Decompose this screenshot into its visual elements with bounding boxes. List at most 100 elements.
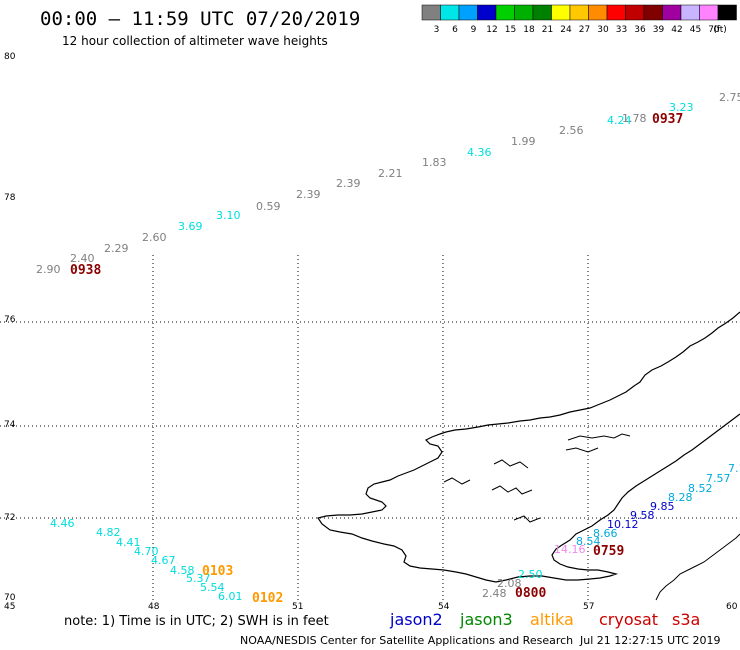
- swh-label: 2.08: [497, 577, 522, 590]
- pass-time-label: 0103: [202, 564, 233, 579]
- swh-label: 5.54: [200, 581, 225, 594]
- mission-jason3: jason3: [459, 610, 513, 629]
- swh-label: 2.40: [70, 252, 95, 265]
- swh-label: 4.67: [151, 554, 176, 567]
- swh-labels: 2.90 2.40 2.29 2.60 3.69 3.10 0.59 2.39 2.39 2.21…: [36, 91, 740, 603]
- legend-label: (ft): [713, 25, 727, 35]
- swh-label: 2.39: [296, 188, 321, 201]
- swh-label: 2.48: [482, 587, 507, 600]
- swh-label: 0.59: [256, 200, 281, 213]
- lon-label-48: 48: [148, 602, 160, 612]
- lat-label-76: 76: [4, 315, 16, 325]
- swh-label: 2.39: [336, 177, 361, 190]
- swh-label: 2.60: [142, 231, 167, 244]
- swh-label: 4.36: [467, 146, 492, 159]
- legend-label: 9: [471, 25, 477, 35]
- swh-label: 8.54: [576, 535, 601, 548]
- swh-label: 8.28: [668, 491, 693, 504]
- legend-label: 3: [434, 25, 440, 35]
- legend-swatch: [662, 4, 682, 21]
- mission-s3a: s3a: [672, 610, 700, 629]
- swh-label: 8.52: [688, 482, 713, 495]
- swh-label: 10.12: [607, 518, 639, 531]
- lon-label-51: 51: [292, 602, 303, 612]
- lat-label-78: 78: [4, 193, 16, 203]
- credit-text: NOAA/NESDIS Center for Satellite Applica…: [240, 634, 573, 647]
- lat-label-70: 70: [4, 593, 16, 603]
- wave-height-color-legend: 3 6 9 12 15 18 21 24 27 30 33 36 39 42 45 70(ft): [421, 4, 737, 35]
- lon-label-57: 57: [583, 602, 594, 612]
- legend-label: 12: [486, 25, 497, 35]
- swh-label: 5.37: [186, 572, 211, 585]
- swh-label: 7.1: [728, 462, 740, 475]
- greenland-coastline: [317, 311, 740, 583]
- legend-swatch: [606, 4, 626, 21]
- swh-label: 1.99: [511, 135, 536, 148]
- swh-label: 1.83: [422, 156, 447, 169]
- swh-label: 2.29: [104, 242, 129, 255]
- pass-time-labels: 0938 0937 0759 0800 0103 0102: [70, 112, 683, 606]
- legend-label: 30: [597, 25, 609, 35]
- mission-altika: altika: [530, 610, 574, 629]
- swh-label: 8.66: [593, 527, 618, 540]
- pass-time-label: 0759: [593, 544, 624, 559]
- greenland-southwest-coast: [655, 533, 740, 601]
- legend-label: 6: [452, 25, 458, 35]
- greenland-inland-fjords: [443, 433, 631, 523]
- mission-legend: jason2 jason3 altika cryosat s3a: [389, 610, 700, 629]
- units-note: note: 1) Time is in UTC; 2) SWH is in fe…: [64, 614, 329, 629]
- swh-label: 4.41: [116, 536, 141, 549]
- generated-timestamp: Jul 21 12:27:15 UTC 2019: [579, 634, 720, 647]
- legend-swatch: [643, 4, 663, 21]
- swh-label: 3.23: [669, 101, 694, 114]
- swh-label: 2.56: [559, 124, 584, 137]
- legend-swatch: [495, 4, 515, 21]
- swh-label: 2.90: [36, 263, 61, 276]
- legend-swatch: [477, 4, 497, 21]
- lon-label-60: 60: [726, 602, 738, 612]
- swh-label: 1.78: [622, 112, 647, 125]
- swh-label: 4.58: [170, 564, 195, 577]
- swh-label: 4.82: [96, 526, 121, 539]
- legend-swatch: [699, 4, 719, 21]
- swh-label: 7.57: [706, 472, 731, 485]
- legend-swatch: [588, 4, 608, 21]
- lat-label-74: 74: [4, 420, 16, 430]
- graticule: [0, 255, 740, 600]
- mission-cryosat: cryosat: [599, 610, 658, 629]
- lat-label-80: 80: [4, 52, 16, 62]
- swh-label: 3.69: [178, 220, 203, 233]
- swh-label: 4.24: [607, 114, 632, 127]
- pass-time-label: 0102: [252, 591, 283, 606]
- map-title: 00:00 – 11:59 UTC 07/20/2019: [40, 8, 360, 30]
- swh-label: 2.21: [378, 167, 403, 180]
- pass-time-label: 0938: [70, 263, 101, 278]
- legend-label: 70: [708, 25, 720, 35]
- legend-swatch: [514, 4, 534, 21]
- legend-swatch: [625, 4, 645, 21]
- swh-label: 6.01: [218, 590, 243, 603]
- lat-label-72: 72: [4, 513, 15, 523]
- lon-label-54: 54: [438, 602, 450, 612]
- swh-label: 14.16: [554, 543, 586, 556]
- legend-label: 27: [579, 25, 590, 35]
- legend-swatch: [421, 4, 441, 21]
- legend-swatch: [440, 4, 460, 21]
- legend-label: 33: [616, 25, 627, 35]
- lon-label-45: 45: [4, 602, 15, 612]
- legend-label: 15: [505, 25, 516, 35]
- legend-swatch: [532, 4, 552, 21]
- legend-swatch: [717, 4, 737, 21]
- legend-label: 39: [653, 25, 665, 35]
- legend-swatch: [458, 4, 478, 21]
- legend-label: 45: [690, 25, 701, 35]
- legend-swatch: [551, 4, 571, 21]
- legend-label: 18: [523, 25, 535, 35]
- legend-swatch: [569, 4, 589, 21]
- swh-label: 2.75: [719, 91, 740, 104]
- swh-label: 9.85: [650, 500, 675, 513]
- pass-time-label: 0800: [515, 586, 546, 601]
- legend-label: 21: [542, 25, 553, 35]
- map-subtitle: 12 hour collection of altimeter wave hei…: [62, 34, 328, 48]
